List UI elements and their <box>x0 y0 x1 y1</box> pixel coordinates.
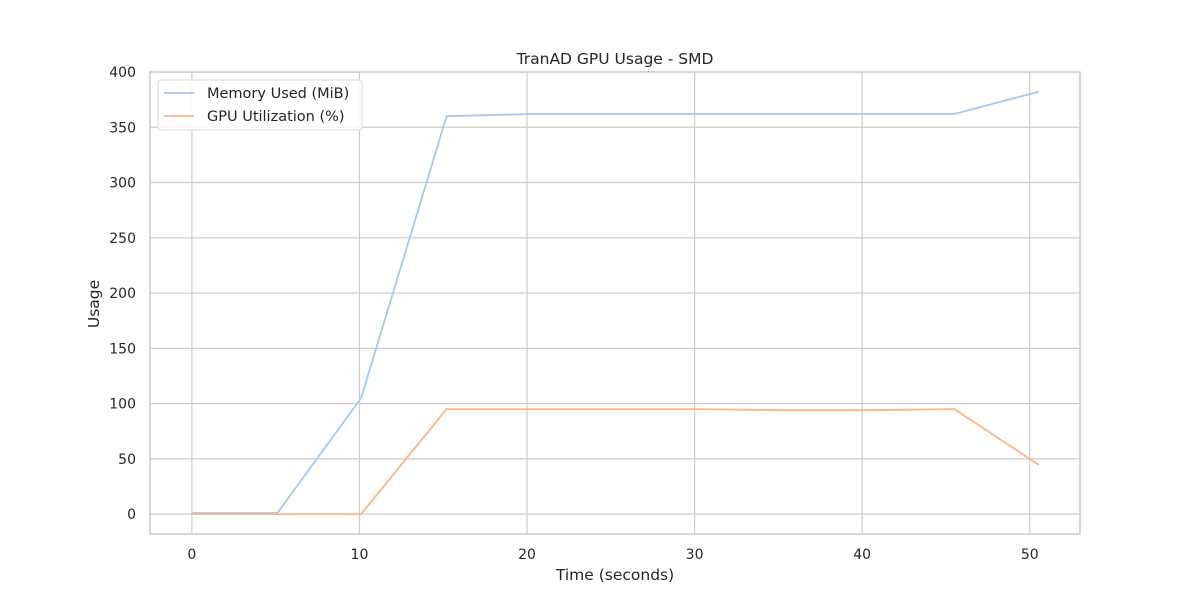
series-2-point <box>614 408 617 411</box>
x-tick-label: 50 <box>1021 547 1039 563</box>
y-tick-label: 350 <box>109 120 136 136</box>
legend-label: GPU Utilization (%) <box>207 109 345 125</box>
legend: Memory Used (MiB) GPU Utilization (%) <box>157 79 363 131</box>
plot-frame <box>149 71 1081 535</box>
x-tick-labels: 0 10 20 30 40 50 <box>187 547 1038 563</box>
series-1-point <box>360 397 363 399</box>
x-tick-label: 20 <box>518 547 536 563</box>
legend-box <box>157 79 363 131</box>
y-tick-label: 300 <box>109 176 136 192</box>
series-line-1 <box>191 91 1039 514</box>
series-2-point <box>784 409 786 412</box>
series-2-point <box>953 408 956 411</box>
series-2-point <box>529 408 532 411</box>
y-tick-label: 400 <box>109 65 136 81</box>
legend-label: Memory Used (MiB) <box>207 86 349 102</box>
x-axis-label: Time (seconds) <box>555 566 674 584</box>
series-2-point <box>698 408 701 411</box>
series-1-point <box>784 113 786 115</box>
series-1-point <box>614 113 617 115</box>
series-1-point <box>698 113 701 115</box>
series-2-point <box>445 408 448 411</box>
series-2-point <box>867 409 870 412</box>
y-tick-labels: 0 50 100 150 200 250 300 350 400 <box>109 65 136 523</box>
series-line-2 <box>191 408 1039 515</box>
series-1-point <box>445 115 448 118</box>
series-2-point <box>1037 463 1040 466</box>
y-tick-label: 50 <box>118 452 136 468</box>
y-tick-label: 200 <box>109 286 136 302</box>
y-tick-label: 150 <box>109 341 136 357</box>
chart-title: TranAD GPU Usage - SMD <box>516 50 714 68</box>
x-tick-label: 40 <box>853 547 871 563</box>
y-tick-label: 100 <box>109 397 136 413</box>
series-2-point <box>276 513 279 516</box>
series-2-point <box>190 513 193 516</box>
series-1-point <box>867 113 870 115</box>
y-tick-label: 250 <box>109 231 136 247</box>
x-tick-label: 30 <box>686 547 704 563</box>
series-layer <box>190 90 1040 516</box>
series-1-point <box>953 113 956 115</box>
series-1-point <box>529 113 532 115</box>
x-tick-label: 0 <box>187 547 196 563</box>
y-tick-label: 0 <box>127 507 136 523</box>
series-1-point <box>1037 90 1040 93</box>
y-axis-label: Usage <box>85 280 103 328</box>
series-2-point <box>360 513 363 516</box>
x-tick-label: 10 <box>351 547 369 563</box>
grid-lines <box>150 71 1080 534</box>
